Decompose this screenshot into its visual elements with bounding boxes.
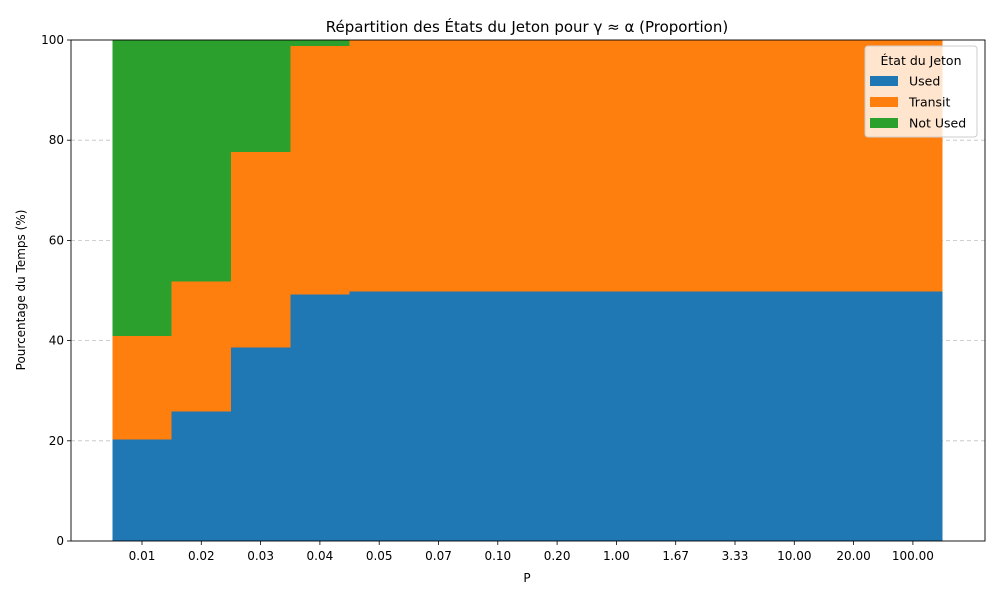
y-tick-label: 80 (49, 133, 64, 147)
legend-entry: Not Used (909, 116, 966, 131)
legend-title: État du Jeton (880, 53, 961, 68)
bar-segment-transit (112, 336, 172, 440)
y-tick-label: 0 (56, 534, 64, 548)
bar-segment-not-used (290, 40, 350, 47)
bar-segment-transit (408, 40, 469, 292)
bar-segment-used (764, 291, 824, 541)
x-tick-label: 100.00 (892, 549, 934, 563)
x-tick-label: 0.02 (188, 549, 215, 563)
bar-segment-transit (230, 152, 291, 348)
legend-swatch (870, 76, 898, 86)
x-tick-label: 0.10 (484, 549, 511, 563)
legend-swatch (870, 97, 898, 107)
bar-segment-used (290, 294, 350, 541)
axes: 0 20 40 60 80 100 0.01 0.02 0.03 0.04 0.05 0.07 0.10… (41, 33, 986, 563)
y-tick-label: 100 (41, 33, 64, 47)
bar-segment-not-used (230, 40, 291, 153)
x-tick-label: 0.20 (544, 549, 571, 563)
bar-segment-used (705, 291, 765, 541)
x-tick-label: 3.33 (722, 549, 749, 563)
x-tick-label: 1.67 (662, 549, 689, 563)
y-axis-label: Pourcentage du Temps (%) (14, 210, 28, 371)
x-tick-label: 0.01 (129, 549, 156, 563)
bar-segment-used (823, 291, 884, 541)
x-tick-label: 0.04 (307, 549, 334, 563)
legend-entry: Used (909, 74, 940, 89)
legend-entry: Transit (908, 95, 951, 110)
y-tick-label: 40 (49, 334, 64, 348)
bar-segment-not-used (112, 40, 172, 337)
bar-segment-used (408, 291, 469, 541)
x-tick-label: 0.03 (247, 549, 274, 563)
bar-segment-transit (349, 40, 409, 292)
bar-segment-used (230, 347, 291, 541)
bars (112, 40, 943, 541)
bar-segment-used (646, 291, 706, 541)
bar-segment-not-used (171, 40, 231, 282)
bar-segment-used (112, 439, 172, 541)
bar-segment-used (883, 291, 943, 541)
y-tick-label: 60 (49, 233, 64, 247)
legend-box (864, 45, 978, 138)
bar-segment-transit (171, 281, 231, 412)
chart-title: Répartition des États du Jeton pour γ ≈ … (326, 17, 728, 36)
bar-segment-transit (468, 40, 528, 292)
y-tick-label: 20 (49, 434, 64, 448)
x-axis-label: P (523, 571, 530, 585)
bar-segment-transit (586, 40, 647, 292)
legend-swatch (870, 118, 898, 128)
x-tick-label: 0.07 (425, 549, 452, 563)
bar-segment-transit (705, 40, 765, 292)
bar-segment-transit (646, 40, 706, 292)
bar-segment-transit (764, 40, 824, 292)
legend: État du Jeton Used Transit Not Used (864, 45, 978, 138)
bar-segment-used (586, 291, 647, 541)
x-tick-label: 10.00 (777, 549, 811, 563)
bar-segment-used (468, 291, 528, 541)
x-tick-label: 1.00 (603, 549, 630, 563)
plot-frame (70, 39, 986, 542)
bar-segment-used (527, 291, 587, 541)
bar-segment-used (171, 411, 231, 541)
bar-segment-used (349, 291, 409, 541)
x-tick-label: 0.05 (366, 549, 393, 563)
bar-segment-transit (527, 40, 587, 292)
x-tick-label: 20.00 (836, 549, 870, 563)
bar-segment-transit (290, 46, 350, 295)
